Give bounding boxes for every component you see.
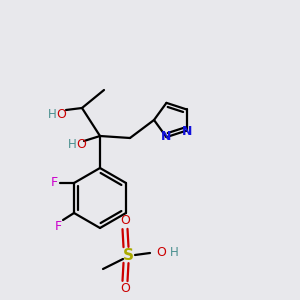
- Text: O: O: [156, 247, 166, 260]
- Text: S: S: [122, 248, 134, 262]
- Text: H: H: [170, 247, 179, 260]
- Text: N: N: [161, 130, 172, 142]
- Text: H: H: [68, 139, 76, 152]
- Text: H: H: [48, 107, 56, 121]
- Text: O: O: [76, 139, 86, 152]
- Text: F: F: [50, 176, 58, 190]
- Text: O: O: [56, 107, 66, 121]
- Text: N: N: [182, 125, 193, 138]
- Text: F: F: [55, 220, 62, 233]
- Text: O: O: [120, 283, 130, 296]
- Text: O: O: [120, 214, 130, 227]
